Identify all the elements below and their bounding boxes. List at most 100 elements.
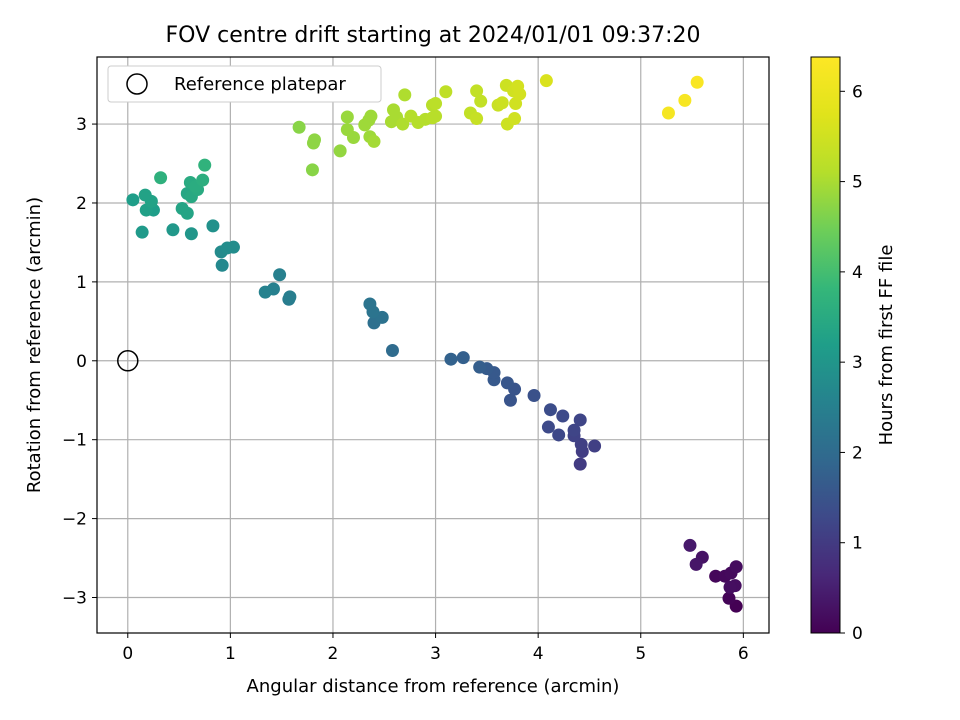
y-tick-label: 2 [76,194,87,214]
data-point [556,409,570,423]
data-point [398,88,412,102]
grid-lines [97,57,769,633]
reference-point [117,350,139,372]
data-point [273,268,287,282]
x-tick-label: 4 [533,644,544,664]
data-point [473,360,487,374]
data-point [258,285,272,299]
data-point [527,388,541,402]
y-tick-label: −3 [62,588,87,608]
data-point [385,344,399,358]
data-point [206,219,220,233]
colorbar-tick-label: 6 [852,82,863,102]
colorbar-tick-label: 3 [852,353,863,373]
data-point [396,117,410,131]
colorbar-label: Hours from first FF file [876,245,897,446]
data-point [444,352,458,366]
data-point [678,93,692,107]
data-point [429,109,443,123]
data-point [292,120,306,134]
data-point [470,112,484,126]
data-point [283,290,297,304]
data-point [508,112,522,126]
data-point [135,225,149,239]
data-point [573,413,587,427]
data-point [573,457,587,471]
x-tick-label: 6 [738,644,749,664]
x-axis-label: Angular distance from reference (arcmin) [247,676,620,697]
x-tick-label: 2 [328,644,339,664]
data-point [574,437,588,451]
data-points [126,74,743,613]
data-point [567,423,581,437]
data-point [154,171,168,185]
data-point [539,74,553,88]
data-point [661,106,675,120]
data-point [364,109,378,123]
data-point [689,557,703,571]
data-point [541,420,555,434]
data-point [429,97,443,111]
data-point [198,158,212,172]
y-tick-label: −2 [62,510,87,530]
y-tick-label: 1 [76,273,87,293]
colorbar-tick-label: 2 [852,443,863,463]
data-point [723,580,737,594]
legend-reference-marker [126,73,148,95]
legend: Reference platepar [107,65,382,103]
data-point [552,428,566,442]
y-axis-label: Rotation from reference (arcmin) [24,197,45,493]
data-point [305,163,319,177]
data-point [340,110,354,124]
data-point [474,94,488,108]
colorbar-ticks: 0 1 2 3 4 5 6 [840,82,863,644]
y-tick-label: −1 [62,431,87,451]
x-tick-label: 3 [430,644,441,664]
data-point [495,96,509,110]
x-tick-label: 1 [225,644,236,664]
data-point [138,188,152,202]
data-point [729,560,743,574]
colorbar-gradient [810,56,841,634]
data-point [503,393,517,407]
data-point [588,439,602,453]
colorbar-tick-label: 1 [852,534,863,554]
data-point [513,87,527,101]
x-tick-label: 5 [635,644,646,664]
data-point [470,84,484,98]
data-point [333,144,347,158]
colorbar-tick-label: 0 [852,624,863,644]
data-point [340,123,354,137]
data-point [722,591,736,605]
y-axis-ticks: −3 −2 −1 0 1 2 3 [62,115,97,608]
data-point [367,134,381,148]
legend-reference-label: Reference platepar [174,74,346,95]
chart-title: FOV centre drift starting at 2024/01/01 … [166,23,701,48]
legend-box [107,65,382,103]
colorbar: 0 1 2 3 4 5 6 Hours from first FF file [810,56,897,644]
y-tick-label: 0 [76,352,87,372]
y-tick-label: 3 [76,115,87,135]
data-point [226,240,240,254]
colorbar-tick-label: 5 [852,173,863,193]
x-tick-label: 0 [122,644,133,664]
data-point [308,133,322,147]
data-point [709,569,723,583]
data-point [456,351,470,365]
data-point [543,403,557,417]
data-point [690,75,704,89]
data-point [180,206,194,220]
x-axis-ticks: 0 1 2 3 4 5 6 [122,633,749,664]
data-point [363,297,377,311]
data-point [500,376,514,390]
data-point [184,227,198,241]
data-point [683,538,697,552]
plot-frame [96,56,770,634]
colorbar-tick-label: 4 [852,263,863,283]
reference-marker [117,350,139,372]
data-point [196,173,210,187]
data-point [215,258,229,272]
data-point [439,85,453,99]
data-point [126,193,140,207]
